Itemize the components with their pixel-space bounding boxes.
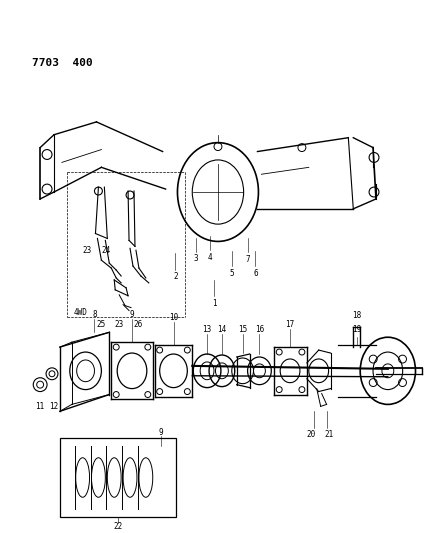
Text: 15: 15 xyxy=(238,325,247,334)
Text: 11: 11 xyxy=(36,402,45,411)
Text: 18: 18 xyxy=(353,311,362,320)
Text: 14: 14 xyxy=(217,325,226,334)
Text: 10: 10 xyxy=(169,313,178,322)
Text: 20: 20 xyxy=(306,430,315,439)
Text: 4: 4 xyxy=(208,253,212,262)
Text: 7703  400: 7703 400 xyxy=(32,58,93,68)
Text: 4WD: 4WD xyxy=(74,308,88,317)
Text: 3: 3 xyxy=(194,254,199,263)
Text: 9: 9 xyxy=(130,310,134,319)
Text: 25: 25 xyxy=(97,320,106,329)
Text: 6: 6 xyxy=(253,269,258,278)
Text: 19: 19 xyxy=(353,325,362,334)
Text: 8: 8 xyxy=(92,310,97,319)
Text: 5: 5 xyxy=(229,269,234,278)
Text: 22: 22 xyxy=(113,522,123,531)
Text: 26: 26 xyxy=(133,320,143,329)
Text: 16: 16 xyxy=(255,325,264,334)
Text: 23: 23 xyxy=(82,246,91,255)
Text: 17: 17 xyxy=(285,320,295,329)
Text: 1: 1 xyxy=(212,299,216,308)
Text: 24: 24 xyxy=(102,246,111,255)
Bar xyxy=(60,438,176,517)
Text: 12: 12 xyxy=(49,402,59,411)
Text: 9: 9 xyxy=(158,427,163,437)
Text: 13: 13 xyxy=(202,325,212,334)
Text: 7: 7 xyxy=(245,255,250,264)
Text: 21: 21 xyxy=(324,430,333,439)
Text: 23: 23 xyxy=(115,320,124,329)
Text: 2: 2 xyxy=(173,272,178,281)
